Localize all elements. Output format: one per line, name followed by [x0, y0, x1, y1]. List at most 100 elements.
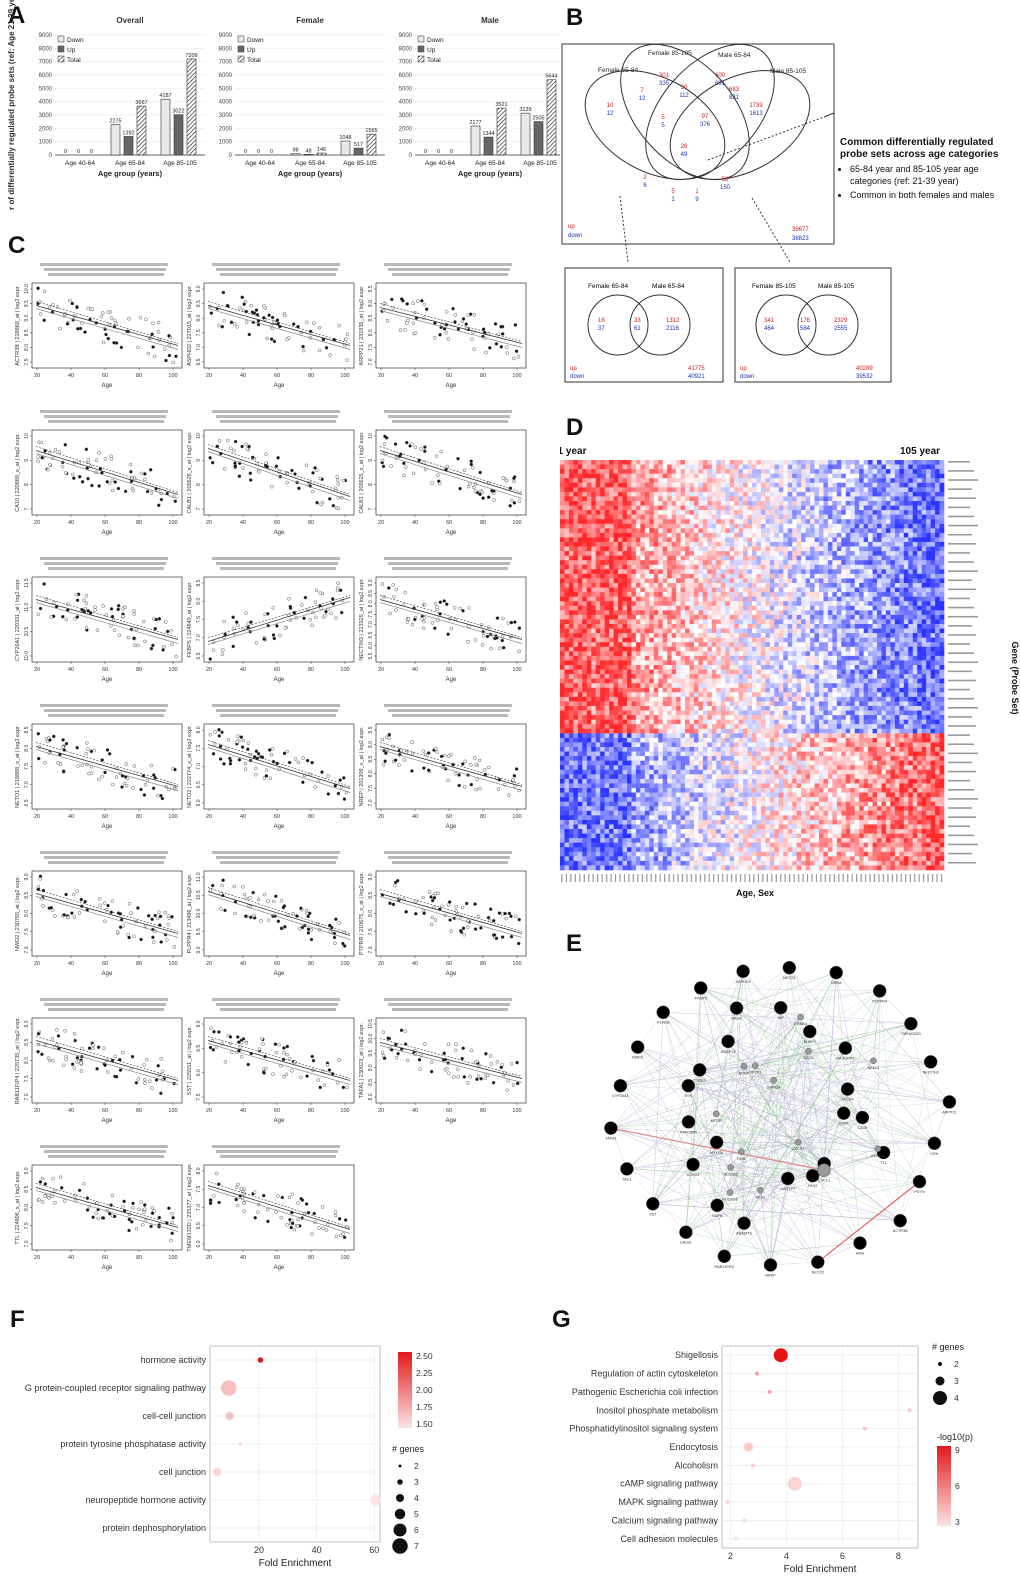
venn-sub1-mid-up: 33: [634, 318, 641, 324]
data-point: [315, 468, 319, 473]
heatmap-cell: [930, 478, 936, 484]
data-point: [393, 758, 398, 762]
heatmap-cell: [760, 542, 766, 547]
y-tick-label: 7.0: [368, 358, 374, 365]
heatmap-cell: [689, 578, 695, 584]
data-point: [452, 1075, 456, 1079]
legend-label: Down: [427, 37, 444, 44]
heatmap-cell: [832, 482, 838, 488]
heatmap-cell: [859, 478, 864, 484]
data-point: [475, 1077, 479, 1082]
data-point: [473, 756, 477, 760]
heatmap-cell: [560, 537, 565, 543]
heatmap-cell: [591, 496, 597, 502]
data-point: [420, 299, 424, 303]
data-point: [513, 620, 517, 624]
heatmap-cell: [622, 491, 628, 497]
data-point: [410, 442, 414, 446]
legend-label: Down: [247, 37, 264, 44]
data-point: [55, 1028, 59, 1032]
heatmap-cell: [560, 501, 565, 506]
heatmap-cell: [649, 532, 655, 538]
heatmap-cell: [877, 510, 882, 515]
y-tick-label: 7: [196, 507, 202, 510]
heatmap-cell: [854, 464, 860, 470]
heatmap-cell: [649, 546, 655, 552]
heatmap-cell: [734, 514, 739, 520]
heatmap-cell: [613, 501, 619, 506]
data-point: [264, 768, 269, 772]
heatmap-cell: [676, 464, 681, 470]
heatmap-cell: [582, 473, 588, 479]
heatmap-cell: [823, 469, 829, 474]
heatmap-cell: [720, 578, 726, 584]
heatmap-cell: [805, 505, 811, 511]
heatmap-cell: [707, 491, 713, 497]
heatmap-cell: [613, 460, 619, 465]
heatmap-cell: [635, 537, 641, 543]
data-point: [155, 916, 160, 921]
data-point: [469, 459, 473, 463]
heatmap-cell: [917, 473, 922, 479]
data-point: [101, 604, 105, 608]
data-point: [403, 1029, 408, 1033]
heatmap-cell: [832, 537, 838, 543]
heatmap-cell: [702, 532, 708, 538]
data-point: [486, 625, 491, 629]
heatmap-cell: [631, 478, 637, 484]
heatmap-cell: [618, 546, 623, 552]
data-point: [507, 911, 512, 916]
regression-line-female: [207, 601, 351, 645]
data-point: [433, 918, 438, 922]
data-point: [104, 332, 108, 337]
heatmap-cell: [810, 491, 815, 497]
data-point: [469, 782, 474, 787]
heatmap-cell: [787, 473, 793, 479]
venn-main-frame: [561, 43, 835, 245]
data-point: [91, 1046, 95, 1051]
heatmap-cell: [635, 592, 641, 597]
heatmap-cell: [836, 546, 842, 552]
heatmap-cell: [810, 564, 815, 570]
regression-line-male: [35, 595, 179, 638]
heatmap-cell: [818, 542, 824, 547]
data-point: [64, 741, 69, 746]
heatmap-cell: [926, 473, 931, 479]
y-tick-label: 9.0: [24, 1167, 30, 1174]
heatmap-cell: [640, 601, 646, 607]
heatmap-cell: [818, 546, 824, 552]
data-point: [238, 1045, 243, 1049]
heatmap-cell: [711, 519, 717, 525]
heatmap-cell: [836, 573, 842, 579]
data-point: [416, 299, 420, 303]
heatmap-cell: [868, 482, 873, 488]
heatmap-cell: [930, 573, 936, 579]
heatmap-cell: [908, 519, 914, 525]
venn-sub2-legend-down: down: [740, 374, 754, 380]
heatmap-cell: [836, 469, 842, 474]
heatmap-cell: [747, 482, 753, 488]
heatmap-cell: [930, 473, 936, 479]
data-point: [127, 935, 131, 940]
data-point: [242, 892, 247, 897]
heatmap-cell: [582, 578, 588, 584]
heatmap-cell: [836, 464, 842, 470]
heatmap-cell: [899, 573, 905, 579]
heatmap-cell: [814, 537, 820, 543]
heatmap-cell: [626, 560, 632, 566]
heatmap-cell: [756, 555, 762, 561]
data-point: [113, 318, 117, 323]
heatmap-cell: [693, 546, 699, 552]
heatmap-cell: [939, 469, 945, 474]
heatmap-cell: [653, 505, 659, 511]
heatmap-cell: [680, 542, 686, 547]
heatmap-cell: [618, 601, 623, 607]
heatmap-cell: [582, 496, 588, 502]
heatmap-cell: [653, 573, 659, 579]
data-point: [162, 347, 167, 351]
heatmap-cell: [930, 491, 936, 497]
heatmap-cell: [635, 551, 641, 556]
heatmap-cell: [604, 491, 610, 497]
heatmap-cell: [689, 505, 695, 511]
heatmap-cell: [644, 555, 650, 561]
